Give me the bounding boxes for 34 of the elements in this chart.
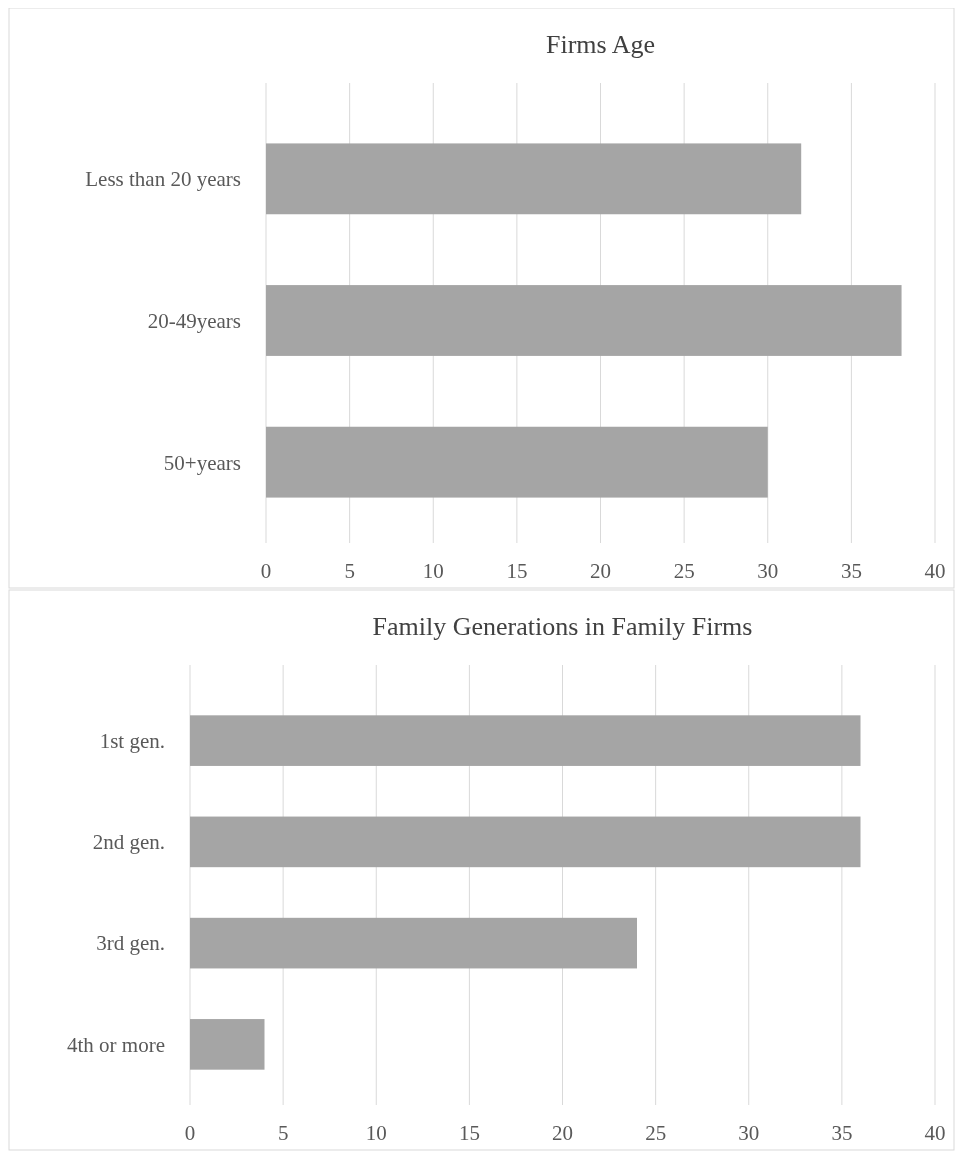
x-tick-label: 10 <box>365 1121 387 1145</box>
x-tick-label: 30 <box>738 1121 760 1145</box>
x-tick-label: 20 <box>590 559 611 583</box>
y-tick-label: 3rd gen. <box>96 931 165 956</box>
x-tick-label: 25 <box>673 559 695 583</box>
x-tick-label: 10 <box>422 559 444 583</box>
bar <box>266 285 902 356</box>
bar <box>190 917 637 969</box>
x-tick-label: 40 <box>924 1121 946 1145</box>
x-tick-label: 20 <box>552 1121 573 1145</box>
bar <box>190 715 861 766</box>
y-tick-label: 4th or more <box>67 1032 165 1057</box>
x-tick-label: 25 <box>645 1121 667 1145</box>
bar <box>190 816 861 868</box>
y-tick-label: 2nd gen. <box>92 830 165 855</box>
y-tick-label: 20-49years <box>147 308 241 333</box>
chart-title: Firms Age <box>545 30 656 59</box>
chart-title: Family Generations in Family Firms <box>372 612 753 641</box>
x-tick-label: 35 <box>831 1121 853 1145</box>
y-tick-label: 1st gen. <box>99 728 165 753</box>
x-tick-label: 15 <box>506 559 528 583</box>
x-tick-label: 35 <box>840 559 862 583</box>
x-tick-label: 30 <box>757 559 779 583</box>
x-tick-label: 0 <box>260 559 272 583</box>
y-tick-label: 50+years <box>163 450 241 475</box>
x-tick-label: 5 <box>277 1121 289 1145</box>
x-tick-label: 15 <box>458 1121 480 1145</box>
bar <box>266 143 802 215</box>
bar <box>190 1019 265 1070</box>
bar <box>266 426 768 498</box>
y-tick-label: Less than 20 years <box>85 167 241 192</box>
x-tick-label: 40 <box>924 559 946 583</box>
x-tick-label: 0 <box>184 1121 196 1145</box>
x-tick-label: 5 <box>344 559 355 583</box>
